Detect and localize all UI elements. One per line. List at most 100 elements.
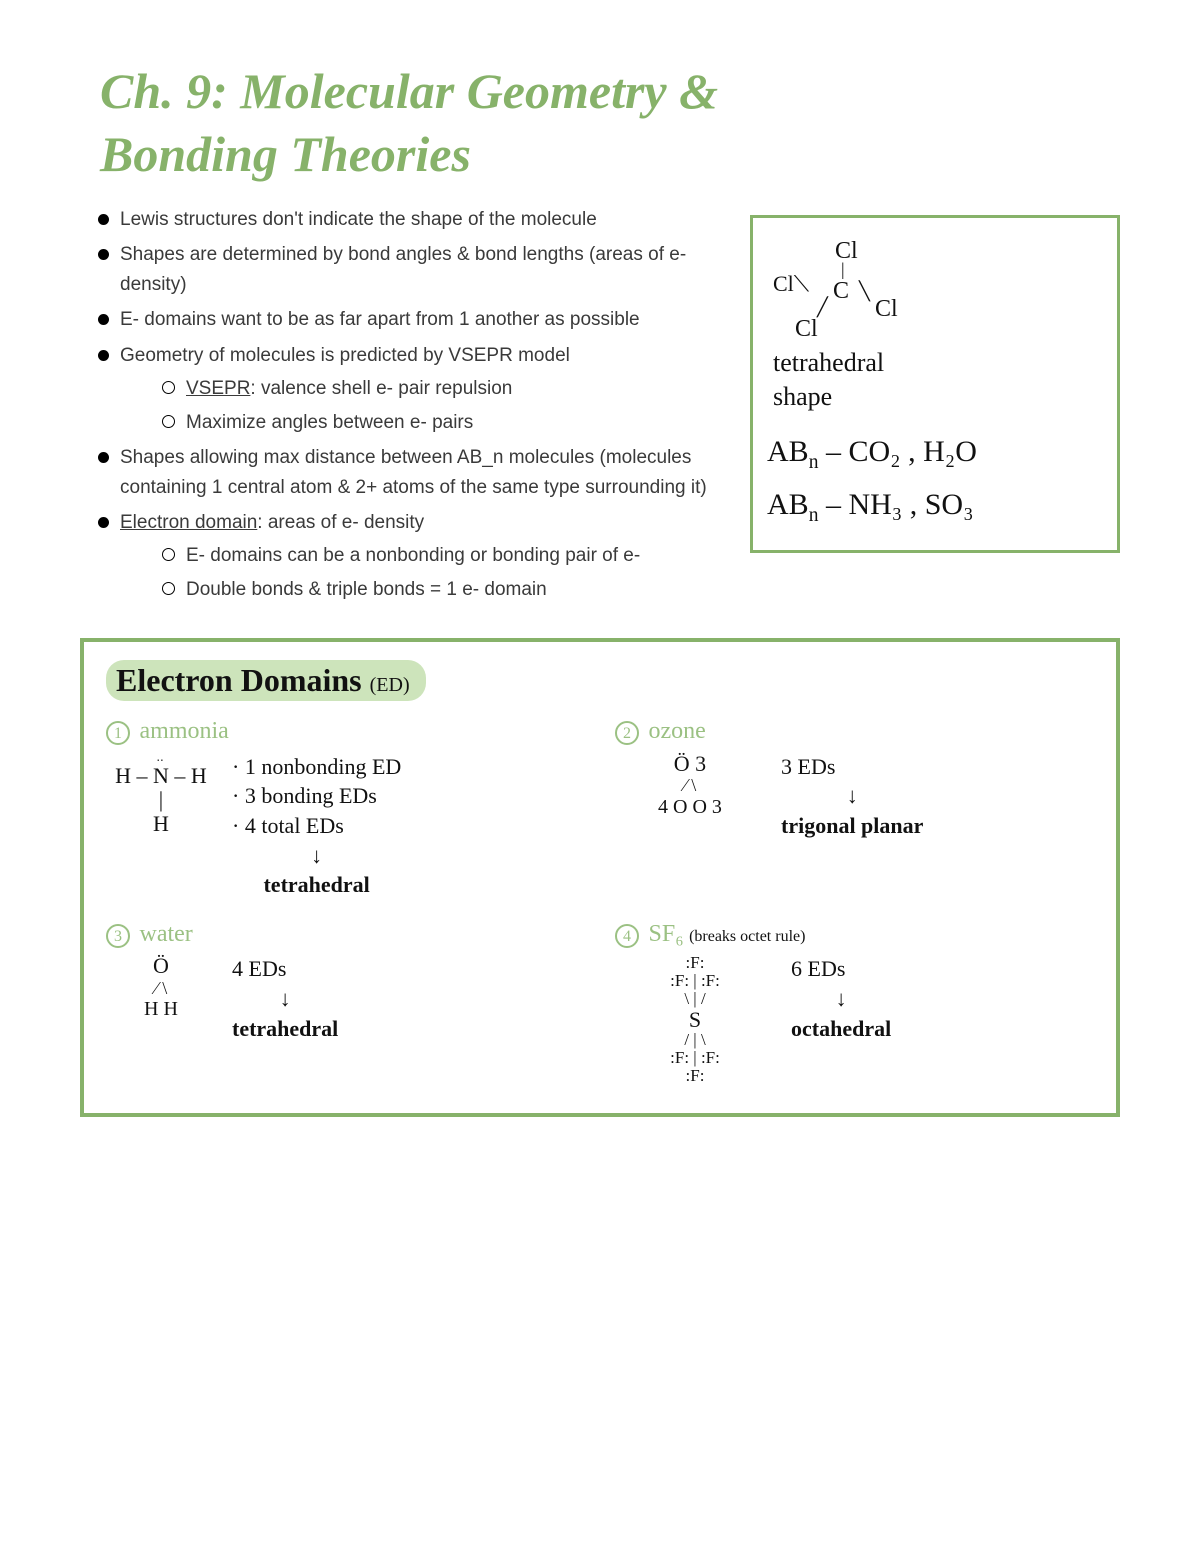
ammonia-l2: | [106,788,216,812]
bullet-6a: E- domains can be a nonbonding or bondin… [162,541,720,570]
bond-bl: ╱ [817,296,828,319]
ozone-geom: trigonal planar [781,811,923,841]
notes-column: Lewis structures don't indicate the shap… [80,205,720,610]
bullet-4a: VSEPR: valence shell e- pair repulsion [162,374,720,403]
sf6-label: SF₆ [649,921,684,947]
sf6-l7: :F: [615,1067,775,1085]
examples-grid: 1 ammonia ‥ H – N – H | H · 1 nonbonding… [106,715,1094,1084]
bullet-6b: Double bonds & triple bonds = 1 e- domai… [162,575,720,604]
bullet-4-text: Geometry of molecules is predicted by VS… [120,345,570,366]
water-label: water [140,921,193,947]
ab1-rest: – CO₂ , H₂O [818,435,976,468]
c-center: C [833,276,849,307]
ozone-p1: 3 EDs [781,752,923,782]
water-p1: 4 EDs [232,954,338,984]
sf6-geom: octahedral [791,1014,891,1044]
ammonia-l1: H – N – H [106,764,216,788]
ammonia-header: 1 ammonia [106,715,585,747]
bullet-2: Shapes are determined by bond angles & b… [98,240,720,299]
ed-label: Electron domain [120,512,257,533]
ammonia-dots: ‥ [106,752,216,764]
sf6-l6: :F: | :F: [615,1049,775,1067]
top-section: Lewis structures don't indicate the shap… [80,205,1120,610]
ozone-label: ozone [649,718,706,744]
side-box: Cl | C Cl⟍ ╲ Cl ╱ Cl tetrahedral shape A… [750,215,1120,553]
ozone-header: 2 ozone [615,715,1094,747]
sf6-header: 4 SF₆ (breaks octet rule) [615,918,1094,950]
ccl4-row: Cl | C Cl⟍ ╲ Cl ╱ Cl tetrahedral shape [767,236,1103,414]
sf6-l3: \ | / [615,990,775,1008]
cl-top: Cl [835,236,858,267]
water-top: Ö [106,954,216,978]
bullet-4: Geometry of molecules is predicted by VS… [98,341,720,437]
ed-title-small: (ED) [370,674,410,696]
bond-right: ╲ [859,280,870,303]
cell-ammonia: 1 ammonia ‥ H – N – H | H · 1 nonbonding… [106,715,585,900]
sf6-l4: S [615,1008,775,1031]
bullet-5: Shapes allowing max distance between AB_… [98,443,720,502]
ab2-sub: n [809,505,819,526]
num-2: 2 [615,721,639,745]
water-geom: tetrahedral [232,1014,338,1044]
bullet-6: Electron domain: areas of e- density E- … [98,508,720,604]
water-notes: 4 EDs ↓ tetrahedral [232,954,338,1043]
ozone-bonds: ⁄ \ [615,776,765,796]
cell-sf6: 4 SF₆ (breaks octet rule) :F: :F: | :F: … [615,918,1094,1085]
ammonia-l3: H [106,812,216,836]
ccl4-sketch: Cl | C Cl⟍ ╲ Cl ╱ Cl [773,236,933,346]
sf6-l2: :F: | :F: [615,972,775,990]
water-header: 3 water [106,918,585,950]
sf6-row: :F: :F: | :F: \ | / S / | \ :F: | :F: :F… [615,954,1094,1084]
abn-line2: ABn – NH₃ , SO₃ [767,485,1103,528]
water-arrow: ↓ [232,984,338,1014]
sf6-arrow: ↓ [791,984,891,1014]
ed-rest: : areas of e- density [257,512,424,533]
bullet-6-sub: E- domains can be a nonbonding or bondin… [120,541,720,604]
ammonia-arrow: ↓ [232,841,401,871]
shape-label: tetrahedral shape [773,346,933,414]
ozone-notes: 3 EDs ↓ trigonal planar [781,752,923,841]
ammonia-sketch: ‥ H – N – H | H [106,752,216,837]
ammonia-geom: tetrahedral [232,870,401,900]
electron-domains-box: Electron Domains (ED) 1 ammonia ‥ H – N … [80,638,1120,1116]
ammonia-p1: · 1 nonbonding ED [232,752,401,782]
bullet-4-sub: VSEPR: valence shell e- pair repulsion M… [120,374,720,437]
bullet-4b: Maximize angles between e- pairs [162,408,720,437]
ammonia-p3: · 4 total EDs [232,811,401,841]
num-3: 3 [106,924,130,948]
cl-bl: Cl [795,314,818,345]
cl-right: Cl [875,294,898,325]
num-4: 4 [615,924,639,948]
ab2-a: AB [767,488,809,521]
ozone-mid: 4 O O 3 [615,796,765,818]
ed-title: Electron Domains (ED) [106,660,426,701]
water-bonds: ⁄ \ [106,979,216,999]
cell-ozone: 2 ozone Ö 3 ⁄ \ 4 O O 3 3 EDs ↓ trigonal… [615,715,1094,900]
bullet-1: Lewis structures don't indicate the shap… [98,205,720,234]
ozone-sketch: Ö 3 ⁄ \ 4 O O 3 [615,752,765,818]
sf6-l1: :F: [615,954,775,972]
ab1-sub: n [809,452,819,473]
vsepr-label: VSEPR [186,378,250,399]
ab2-rest: – NH₃ , SO₃ [818,488,973,521]
bullet-3: E- domains want to be as far apart from … [98,305,720,334]
ozone-top: Ö 3 [615,752,765,776]
main-list: Lewis structures don't indicate the shap… [80,205,720,604]
ed-title-main: Electron Domains [116,662,362,698]
cell-water: 3 water Ö ⁄ \ H H 4 EDs ↓ tetrahedral [106,918,585,1085]
cl-left: Cl⟍ [773,270,809,299]
sf6-sketch: :F: :F: | :F: \ | / S / | \ :F: | :F: :F… [615,954,775,1084]
water-bot: H H [106,998,216,1020]
num-1: 1 [106,721,130,745]
ammonia-row: ‥ H – N – H | H · 1 nonbonding ED · 3 bo… [106,752,585,900]
sf6-note: (breaks octet rule) [689,928,805,945]
abn-line1: ABn – CO₂ , H₂O [767,432,1103,475]
water-sketch: Ö ⁄ \ H H [106,954,216,1020]
ab1-a: AB [767,435,809,468]
sf6-p1: 6 EDs [791,954,891,984]
ammonia-p2: · 3 bonding EDs [232,781,401,811]
water-row: Ö ⁄ \ H H 4 EDs ↓ tetrahedral [106,954,585,1043]
ozone-row: Ö 3 ⁄ \ 4 O O 3 3 EDs ↓ trigonal planar [615,752,1094,841]
sf6-notes: 6 EDs ↓ octahedral [791,954,891,1043]
sf6-l5: / | \ [615,1031,775,1049]
